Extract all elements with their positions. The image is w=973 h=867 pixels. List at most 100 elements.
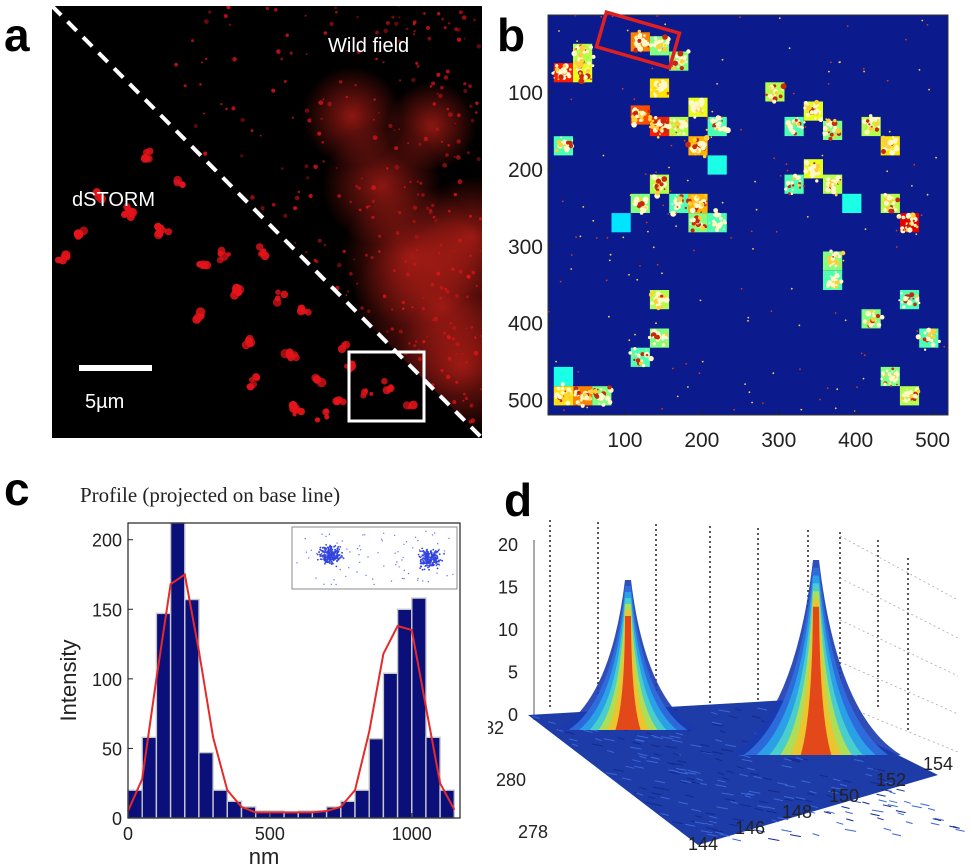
inset-point	[427, 566, 429, 569]
localization-point	[750, 230, 753, 233]
localization-point	[935, 156, 937, 159]
surface-mesh	[675, 732, 684, 736]
surface-mesh	[635, 738, 645, 742]
wild-field-speck	[412, 20, 417, 25]
localization-point	[600, 388, 603, 391]
inset-point	[296, 562, 298, 564]
inset-point	[315, 577, 317, 579]
inset-point	[324, 551, 326, 553]
surface-mesh	[617, 736, 625, 740]
surface-mesh	[676, 771, 688, 775]
wild-field-speck	[373, 118, 375, 121]
localization-point	[907, 218, 910, 222]
localization-point	[769, 98, 773, 102]
wild-field-speck	[462, 399, 465, 402]
localization-point	[660, 294, 664, 298]
surface-mesh	[845, 811, 853, 815]
localization-point	[907, 300, 913, 306]
surface-mesh	[819, 774, 829, 778]
inset-point	[430, 553, 433, 556]
inset-point	[394, 534, 396, 537]
surface-mesh	[591, 743, 603, 747]
localization-point	[831, 188, 836, 193]
surface-mesh	[612, 768, 624, 772]
y-tick-label: 500	[508, 390, 543, 413]
localization-point	[679, 66, 684, 71]
wild-field-speck	[313, 164, 318, 170]
localization-point	[664, 342, 668, 346]
localization-point	[905, 223, 908, 226]
surface-mesh	[715, 739, 723, 743]
localization-point	[645, 221, 648, 224]
wild-field-speck	[250, 129, 254, 132]
localization-point	[808, 164, 811, 167]
localization-point	[557, 78, 560, 81]
localization-point	[576, 390, 581, 395]
localization-point	[567, 395, 572, 401]
surface-mesh	[804, 799, 812, 803]
localization-point	[716, 83, 718, 85]
localization-point	[669, 190, 672, 192]
wild-field-speck	[240, 154, 244, 158]
surface-mesh	[757, 805, 768, 809]
localization-point	[640, 352, 645, 357]
wild-field-speck	[413, 344, 417, 348]
dstorm-spot	[143, 155, 151, 162]
localization-point	[559, 280, 562, 283]
inset-point	[325, 544, 327, 546]
wild-field-speck	[323, 31, 328, 35]
localization-point	[926, 327, 932, 333]
inset-point	[337, 550, 340, 553]
wild-field-speck	[375, 57, 378, 61]
localization-point	[648, 355, 654, 362]
inset-point	[434, 554, 437, 557]
surface-mesh	[639, 786, 647, 790]
inset-point	[319, 558, 322, 560]
wild-field-speck	[349, 272, 353, 276]
localization-point	[814, 99, 819, 105]
y-tick-label: 200	[508, 159, 543, 182]
wild-field-speck	[438, 93, 443, 99]
surface-mesh	[709, 820, 717, 824]
surface-mesh	[883, 827, 892, 831]
inset-point	[421, 558, 424, 560]
inset-point	[331, 548, 334, 551]
localization-point	[921, 19, 924, 22]
localization-point	[557, 394, 561, 397]
wild-field-speck	[335, 10, 338, 14]
inset-point	[346, 548, 348, 550]
localization-point	[902, 296, 908, 302]
surface-mesh	[751, 715, 762, 719]
wild-field-speck	[382, 61, 385, 64]
inset-point	[423, 568, 426, 571]
surface-mesh	[664, 745, 677, 749]
surface-mesh	[636, 792, 644, 796]
surface-mesh	[634, 739, 644, 743]
localization-point	[633, 347, 637, 351]
localization-point	[655, 190, 660, 196]
localization-point	[873, 310, 875, 313]
localization-point	[883, 193, 888, 197]
localization-point	[640, 359, 644, 362]
localization-point	[672, 60, 678, 66]
wild-field-speck	[382, 294, 387, 299]
wild-field-speck	[463, 37, 466, 40]
localization-point	[829, 132, 834, 137]
localization-point	[648, 117, 652, 122]
localization-point	[675, 121, 681, 127]
localization-point	[920, 214, 923, 217]
grid-line	[839, 661, 959, 715]
wild-field-speck	[408, 342, 411, 345]
inset-point	[326, 560, 329, 562]
inset-point	[324, 561, 327, 564]
surface-mesh	[648, 796, 656, 800]
dstorm-spot	[244, 336, 253, 345]
wild-field-speck	[399, 79, 402, 82]
localization-point	[652, 43, 654, 46]
wild-field-speck	[427, 36, 432, 41]
wild-field-speck	[375, 30, 379, 35]
wild-field-speck	[345, 95, 348, 99]
localization-point	[555, 148, 559, 153]
localization-point	[678, 119, 680, 121]
wild-field-speck	[447, 356, 452, 361]
